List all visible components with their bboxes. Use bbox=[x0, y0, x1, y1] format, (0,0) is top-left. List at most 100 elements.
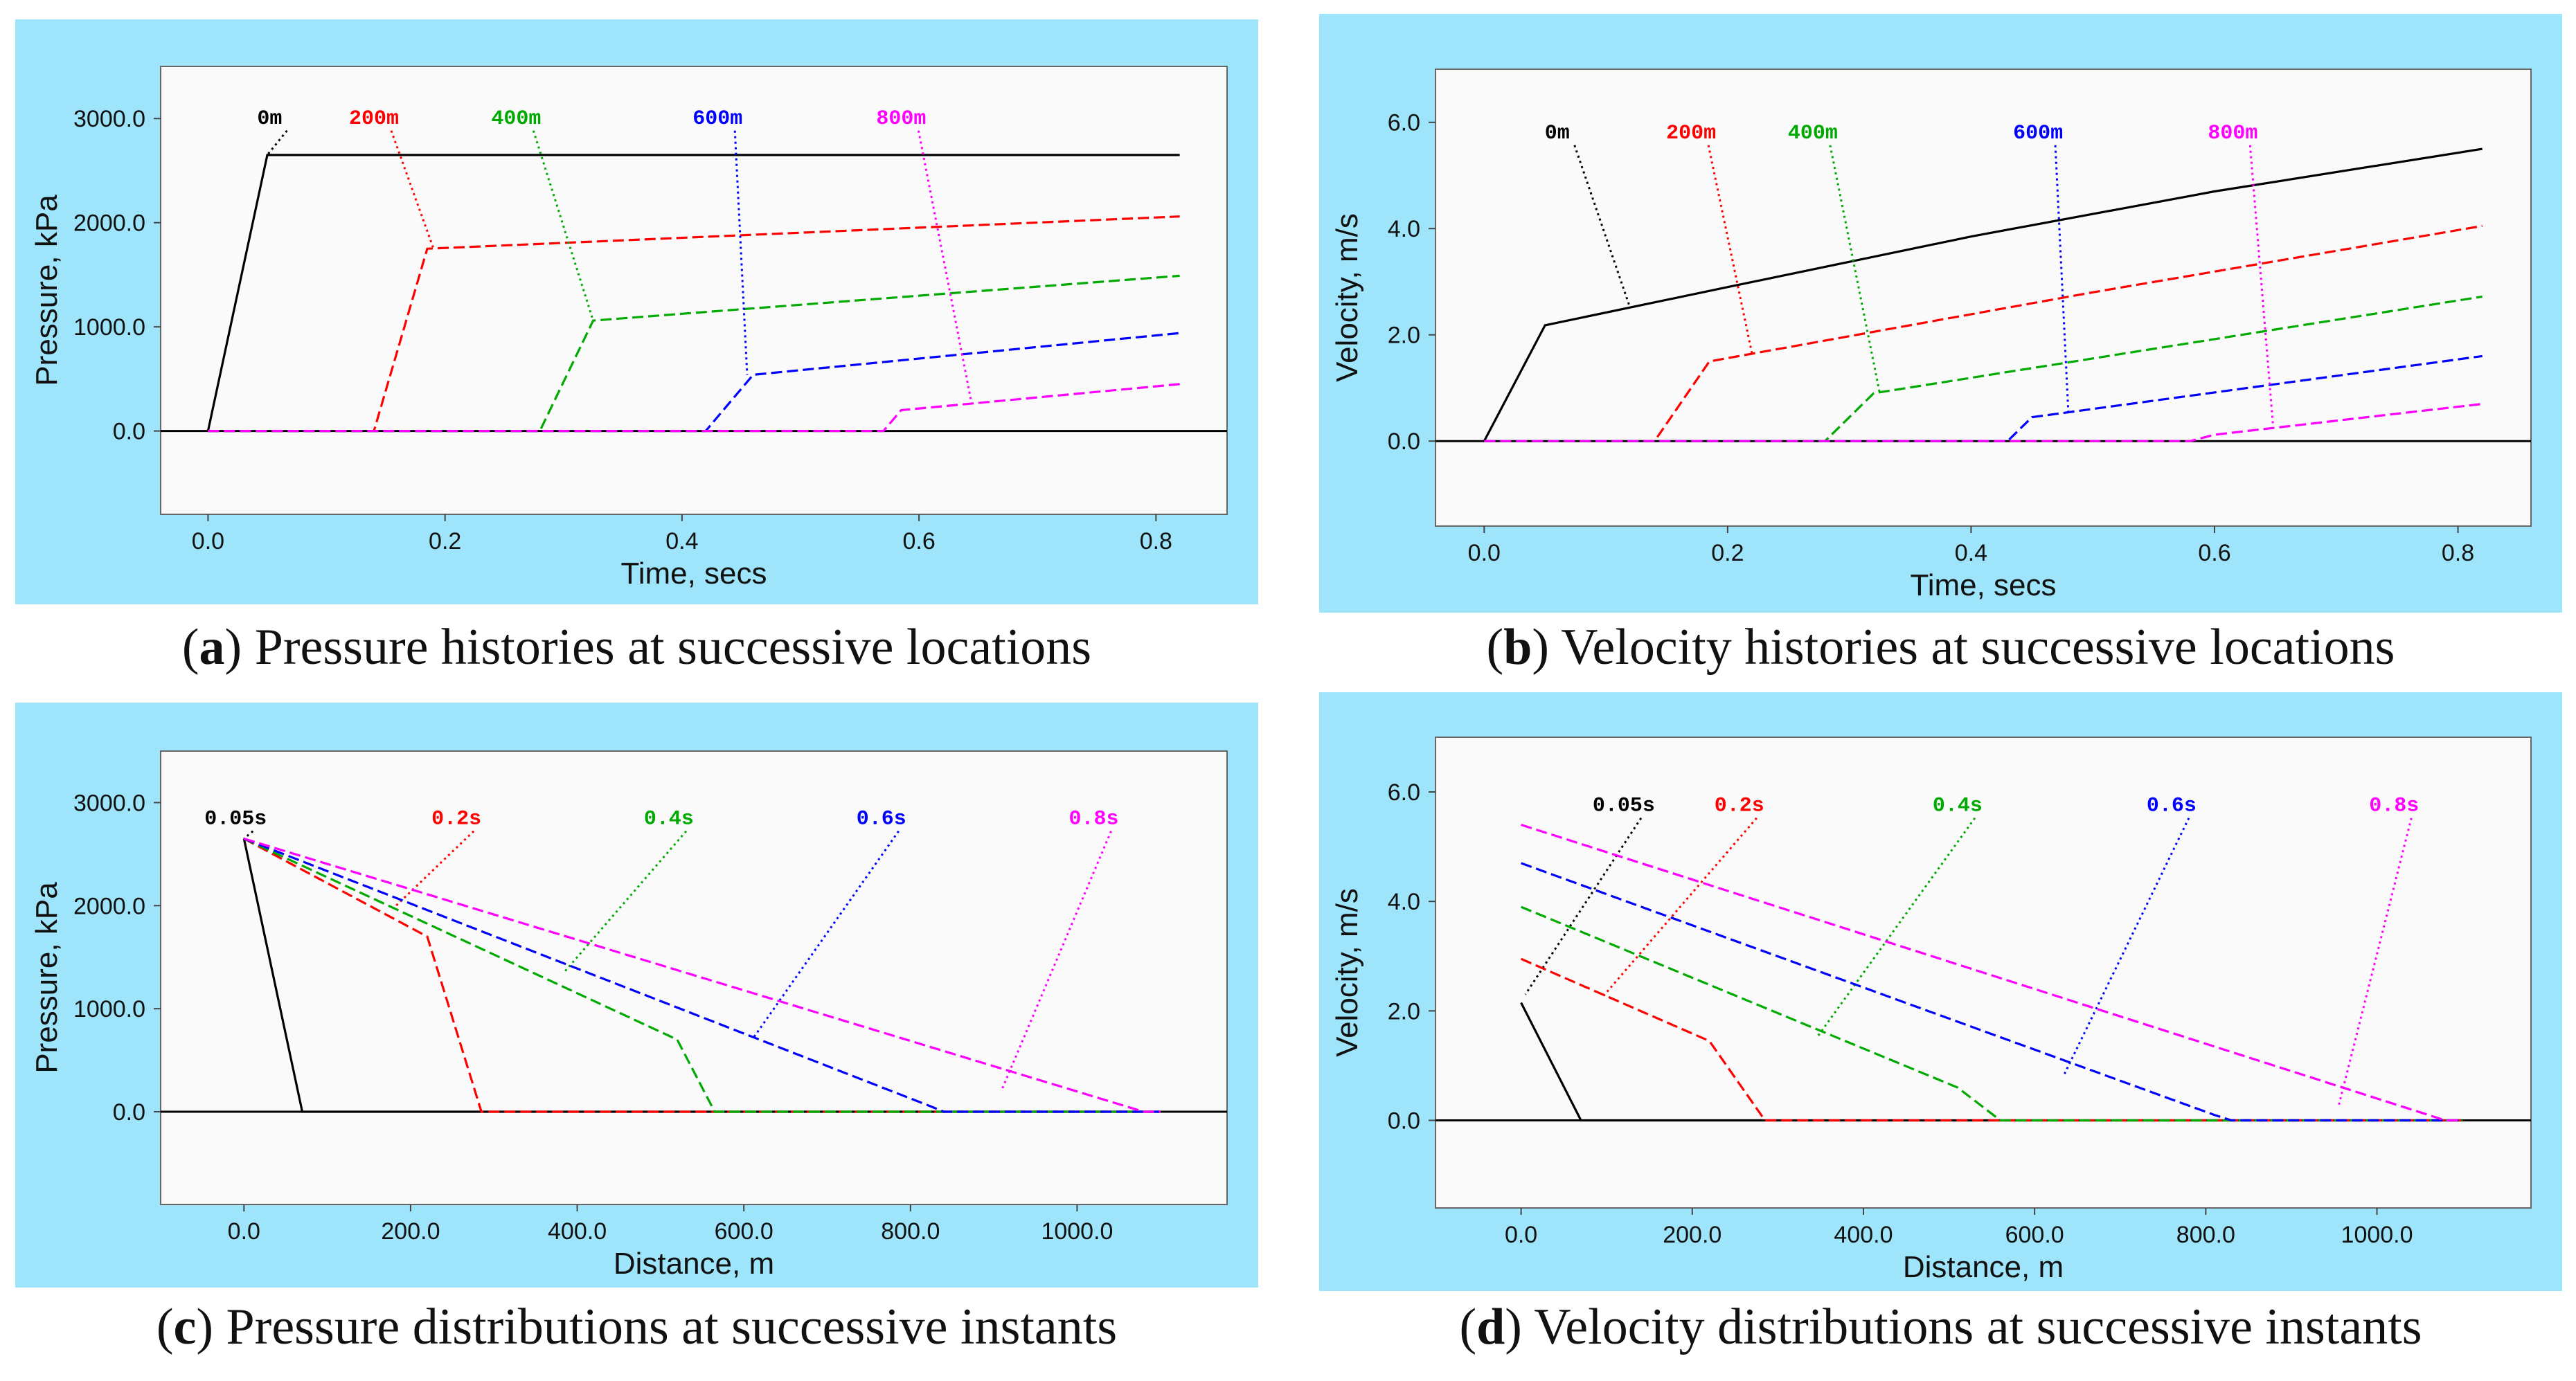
x-tick-label: 0.0 bbox=[1505, 1222, 1537, 1248]
series-line-0.2s bbox=[243, 838, 1161, 1113]
series-label-400m: 400m bbox=[1788, 122, 1838, 145]
y-tick-label: 0.0 bbox=[113, 419, 145, 445]
series-label-400m: 400m bbox=[491, 107, 541, 131]
x-tick-label: 200.0 bbox=[381, 1218, 440, 1245]
caption-b: (b) Velocity histories at successive loc… bbox=[1486, 619, 2395, 676]
y-axis-label: Velocity, m/s bbox=[1330, 888, 1364, 1057]
series-leader-0.05s bbox=[1524, 817, 1643, 995]
series-leader-600m bbox=[733, 130, 749, 375]
x-tick-label: 0.6 bbox=[902, 528, 935, 554]
y-tick-label: 3000.0 bbox=[73, 790, 145, 816]
series-label-600m: 600m bbox=[692, 107, 742, 131]
y-tick-label: 0.0 bbox=[1388, 428, 1420, 455]
x-tick-label: 0.0 bbox=[192, 528, 224, 554]
x-tick-label: 0.0 bbox=[228, 1218, 260, 1245]
y-axis-label: Pressure, kPa bbox=[30, 882, 64, 1074]
x-tick-label: 0.0 bbox=[1468, 540, 1501, 566]
x-tick-label: 0.8 bbox=[1140, 528, 1172, 554]
y-tick-label: 6.0 bbox=[1388, 110, 1420, 136]
panel-a: 0.0 0.2 0.4 0.6 0.8 0.0 1000.0 2000.0 3000.0 Time… bbox=[15, 19, 1258, 604]
x-tick-label: 0.2 bbox=[429, 528, 461, 554]
x-axis-label: Distance, m bbox=[1903, 1250, 2064, 1284]
series-label-0.4s: 0.4s bbox=[1933, 795, 1983, 818]
x-tick-label: 1000.0 bbox=[1041, 1218, 1113, 1245]
y-tick-label: 6.0 bbox=[1388, 779, 1420, 806]
x-tick-label: 800.0 bbox=[2176, 1222, 2235, 1248]
chart-d: 0.0 200.0 400.0 600.0 800.0 1000.0 0.0 2.0 4.0 6.… bbox=[1330, 737, 2532, 1284]
x-tick-label: 0.4 bbox=[665, 528, 698, 554]
y-tick-label: 2.0 bbox=[1388, 323, 1420, 349]
series-line-800m bbox=[208, 383, 1180, 433]
series-label-0.05s: 0.05s bbox=[204, 808, 267, 831]
y-tick-label: 0.0 bbox=[113, 1099, 145, 1126]
series-line-0m bbox=[1483, 147, 2483, 442]
caption-c-text: Pressure distributions at successive ins… bbox=[226, 1299, 1118, 1355]
series-leader-400m bbox=[1829, 145, 1881, 394]
y-tick-label: 1000.0 bbox=[73, 314, 145, 341]
x-axis-label: Distance, m bbox=[614, 1247, 774, 1281]
series-leader-0.2s bbox=[1601, 817, 1757, 998]
x-axis-label: Time, secs bbox=[620, 557, 767, 590]
series-leader-200m bbox=[1707, 145, 1753, 354]
series-line-0.2s bbox=[1520, 957, 2463, 1122]
caption-a-text: Pressure histories at successive locatio… bbox=[254, 619, 1092, 676]
series-leader-0.05s bbox=[243, 830, 254, 840]
series-leader-200m bbox=[390, 130, 434, 249]
caption-b-letter: b bbox=[1503, 619, 1532, 676]
y-tick-label: 3000.0 bbox=[73, 106, 145, 132]
series-line-800m bbox=[1484, 402, 2483, 442]
y-tick-label: 2000.0 bbox=[73, 210, 145, 237]
caption-b-text: Velocity histories at successive locatio… bbox=[1561, 619, 2395, 676]
series-leader-0.6s bbox=[751, 830, 900, 1040]
y-axis-label: Velocity, m/s bbox=[1330, 213, 1364, 382]
series-label-800m: 800m bbox=[2208, 122, 2257, 145]
x-tick-label: 600.0 bbox=[715, 1218, 773, 1245]
plot-area bbox=[1435, 69, 2532, 527]
panel-d: 0.0 200.0 400.0 600.0 800.0 1000.0 0.0 2.0 4.0 6.… bbox=[1319, 692, 2562, 1291]
series-line-400m bbox=[1484, 295, 2483, 442]
caption-d: (d) Velocity distributions at successive… bbox=[1459, 1299, 2422, 1355]
series-label-0.8s: 0.8s bbox=[1068, 808, 1118, 831]
chart-a: 0.0 0.2 0.4 0.6 0.8 0.0 1000.0 2000.0 3000.0 Time… bbox=[30, 66, 1228, 590]
caption-c-letter: c bbox=[173, 1299, 197, 1355]
series-label-200m: 200m bbox=[349, 107, 399, 131]
series-leader-0.8s bbox=[1001, 831, 1112, 1090]
series-label-0.2s: 0.2s bbox=[1715, 795, 1764, 818]
y-tick-label: 0.0 bbox=[1388, 1108, 1420, 1134]
series-label-0.2s: 0.2s bbox=[431, 808, 481, 831]
series-line-0.4s bbox=[243, 838, 1161, 1113]
caption-d-text: Velocity distributions at successive ins… bbox=[1534, 1299, 2422, 1355]
series-label-0.8s: 0.8s bbox=[2369, 795, 2419, 818]
y-tick-label: 4.0 bbox=[1388, 889, 1420, 915]
x-tick-label: 1000.0 bbox=[2341, 1222, 2413, 1248]
x-axis-label: Time, secs bbox=[1910, 568, 2056, 602]
series-leader-0.4s bbox=[1815, 817, 1976, 1039]
x-tick-label: 400.0 bbox=[1834, 1222, 1893, 1248]
series-label-0m: 0m bbox=[1545, 122, 1570, 145]
x-tick-label: 200.0 bbox=[1663, 1222, 1721, 1248]
series-label-0m: 0m bbox=[257, 107, 282, 131]
series-line-0.6s bbox=[243, 838, 1161, 1113]
y-tick-label: 2000.0 bbox=[73, 893, 145, 919]
chart-b: 0.0 0.2 0.4 0.6 0.8 0.0 2.0 4.0 6.0 Time, secs Vel… bbox=[1330, 69, 2532, 602]
y-tick-label: 4.0 bbox=[1388, 216, 1420, 242]
x-tick-label: 600.0 bbox=[2005, 1222, 2064, 1248]
series-leader-800m bbox=[2248, 145, 2274, 424]
x-tick-label: 800.0 bbox=[881, 1218, 940, 1245]
caption-c: (c) Pressure distributions at successive… bbox=[156, 1299, 1118, 1355]
series-line-0.8s bbox=[243, 837, 1161, 1113]
series-label-600m: 600m bbox=[2013, 122, 2063, 145]
caption-d-letter: d bbox=[1476, 1299, 1505, 1355]
panel-c: 0.0 200.0 400.0 600.0 800.0 1000.0 0.0 1000.0 20… bbox=[15, 703, 1258, 1288]
x-tick-label: 400.0 bbox=[548, 1218, 607, 1245]
series-label-800m: 800m bbox=[876, 107, 926, 131]
x-tick-label: 0.6 bbox=[2198, 540, 2230, 566]
series-leader-600m bbox=[2054, 145, 2070, 415]
series-leader-0m bbox=[1573, 145, 1631, 309]
chart-c: 0.0 200.0 400.0 600.0 800.0 1000.0 0.0 1000.0 20… bbox=[30, 750, 1228, 1281]
x-tick-label: 0.8 bbox=[2442, 540, 2474, 566]
y-axis-label: Pressure, kPa bbox=[30, 195, 64, 386]
plot-area bbox=[160, 750, 1228, 1205]
y-tick-label: 2.0 bbox=[1388, 998, 1420, 1025]
series-label-0.05s: 0.05s bbox=[1593, 795, 1655, 818]
